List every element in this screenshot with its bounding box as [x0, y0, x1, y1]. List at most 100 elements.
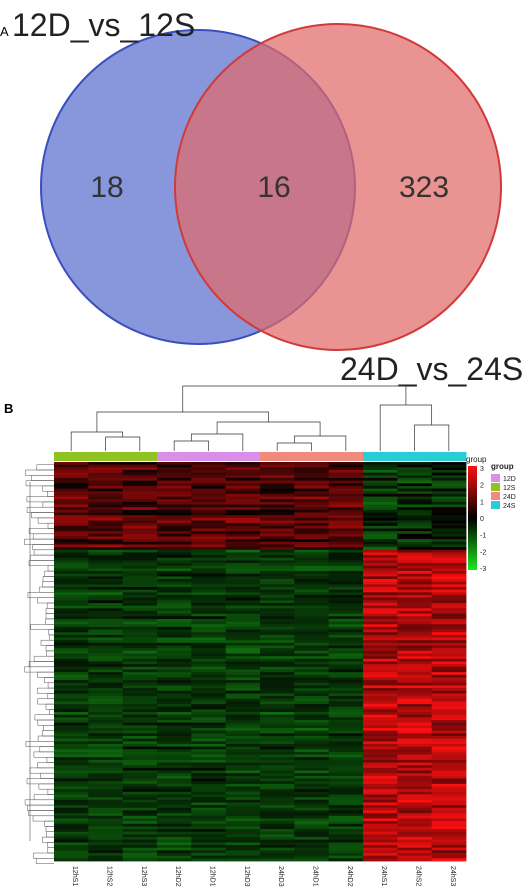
heatmap-cell [191, 720, 227, 724]
heatmap-cell [54, 730, 89, 734]
heatmap-cell [225, 573, 261, 577]
heatmap-cell [294, 525, 330, 529]
heatmap-cell [328, 762, 364, 766]
heatmap-cell [88, 735, 124, 740]
heatmap-cell [54, 632, 89, 636]
heatmap-cell [191, 640, 227, 644]
heatmap-cell [260, 541, 295, 545]
heatmap-cell [260, 709, 295, 713]
heatmap-cell [294, 712, 330, 716]
heatmap-cell [431, 616, 467, 620]
heatmap-cell [294, 704, 330, 708]
heatmap-cell [54, 762, 89, 766]
heatmap-cell [260, 690, 295, 694]
heatmap-cell [157, 645, 192, 649]
heatmap-cell [260, 488, 295, 492]
heatmap-cell [122, 493, 158, 497]
heatmap-cell [191, 595, 227, 599]
heatmap-cell [225, 728, 261, 732]
heatmap-cell [431, 642, 467, 646]
heatmap-cell [88, 464, 124, 468]
heatmap-cell [191, 645, 227, 649]
heatmap-cell [431, 515, 467, 519]
heatmap-cell [431, 826, 467, 830]
heatmap-cell [397, 754, 433, 758]
heatmap-cell [122, 629, 158, 633]
heatmap-cell [157, 477, 192, 482]
heatmap-cell [294, 618, 330, 622]
heatmap-cell [431, 818, 467, 822]
heatmap-cell [363, 634, 398, 638]
heatmap-cell [225, 714, 261, 718]
heatmap-cell [260, 640, 295, 644]
heatmap-cell [122, 672, 158, 676]
heatmap-cell [260, 499, 295, 503]
heatmap-cell [260, 507, 295, 511]
heatmap-cell [54, 634, 89, 638]
heatmap-cell [260, 749, 295, 753]
heatmap-cell [363, 648, 398, 652]
heatmap-cell [431, 568, 467, 572]
heatmap-cell [54, 674, 89, 678]
heatmap-cell [260, 789, 295, 793]
heatmap-cell [294, 786, 330, 790]
heatmap-cell [431, 661, 467, 665]
heatmap-cell [328, 560, 364, 564]
heatmap-cell [225, 557, 261, 561]
heatmap-cell [157, 815, 192, 819]
heatmap-cell [294, 773, 330, 777]
heatmap-cell [54, 770, 89, 774]
row-dendrogram-link [40, 772, 54, 779]
column-label: 24hD1 [312, 866, 319, 887]
heatmap-cell [328, 547, 364, 551]
heatmap-cell [363, 480, 398, 484]
heatmap-cell [225, 858, 261, 862]
heatmap-cell [54, 775, 89, 779]
heatmap-cell [397, 749, 433, 753]
heatmap-cell [225, 682, 261, 686]
heatmap-cell [88, 477, 124, 482]
heatmap-cell [397, 781, 433, 785]
heatmap-cell [225, 677, 261, 681]
heatmap-cell [88, 815, 124, 819]
heatmap-cell [157, 624, 192, 628]
heatmap-cell [157, 842, 192, 846]
heatmap-cell [397, 661, 433, 665]
heatmap-cell [157, 525, 192, 529]
heatmap-cell [191, 858, 227, 862]
heatmap-cell [157, 475, 192, 479]
heatmap-cell [225, 674, 261, 678]
heatmap-cell [431, 653, 467, 657]
heatmap-cell [294, 462, 330, 466]
heatmap-cell [294, 685, 330, 689]
heatmap-cell [191, 661, 227, 665]
heatmap-cell [225, 533, 261, 537]
heatmap-cell [294, 831, 330, 835]
heatmap-cell [363, 528, 398, 532]
heatmap-cell [225, 642, 261, 646]
heatmap-cell [294, 472, 330, 476]
heatmap-cell [54, 781, 89, 785]
group-legend-label: 12S [503, 485, 516, 492]
heatmap-cell [225, 786, 261, 790]
heatmap-cell [260, 834, 295, 838]
heatmap-cell [260, 462, 295, 466]
dendrogram-link [190, 433, 244, 451]
heatmap-cell [397, 743, 433, 748]
heatmap-cell [122, 813, 158, 817]
group-bar-cell [122, 452, 158, 461]
heatmap-cell [225, 778, 261, 782]
venn-set-1-only-count: 18 [90, 171, 123, 204]
heatmap-cell [328, 552, 364, 556]
heatmap-cell [328, 642, 364, 646]
heatmap-cell [157, 515, 192, 519]
heatmap-cell [225, 709, 261, 713]
heatmap-cell [157, 573, 192, 577]
row-dendrogram-link [33, 655, 54, 662]
heatmap-cell [431, 725, 467, 729]
heatmap-cell [122, 602, 158, 607]
heatmap-cell [122, 791, 158, 795]
heatmap-cell [191, 618, 227, 622]
heatmap-cell [122, 704, 158, 708]
